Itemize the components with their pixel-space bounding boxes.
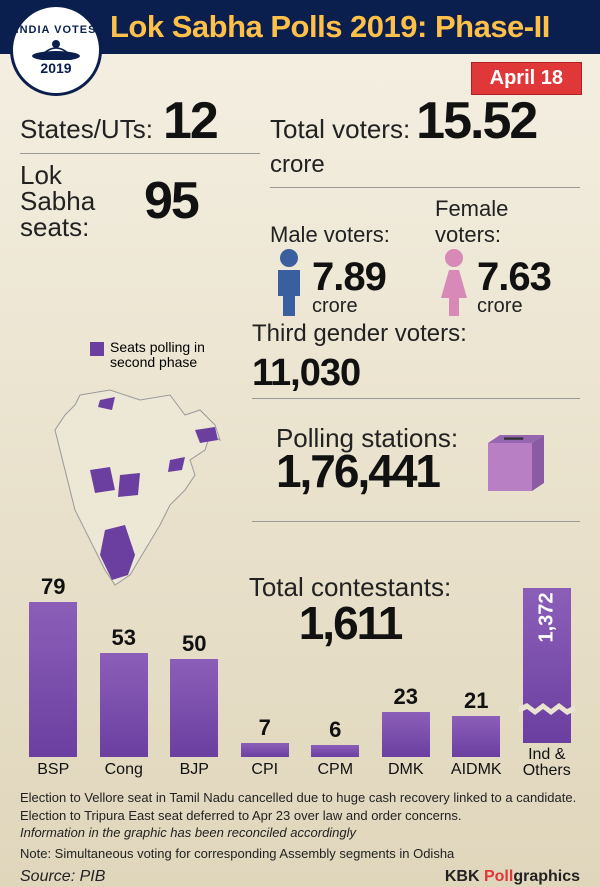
source-row: Source: PIB KBK Pollgraphics <box>0 862 600 886</box>
female-icon <box>435 248 473 318</box>
divider <box>20 153 260 154</box>
bar-label: Ind & Others <box>518 747 577 779</box>
ind-value: 1,372 <box>535 593 558 643</box>
states-stat: States/UTs: 12 <box>20 98 260 145</box>
states-value: 12 <box>163 98 217 145</box>
page-title: Lok Sabha Polls 2019: Phase-II <box>110 9 550 45</box>
bar-rect <box>452 716 500 757</box>
bar-label: BSP <box>37 761 69 779</box>
polling-stat: Polling stations: 1,76,441 <box>252 419 580 499</box>
male-value: 7.89 <box>312 259 386 295</box>
map-legend: Seats polling in second phase <box>90 340 240 371</box>
bar-item: 53 Cong <box>95 625 154 779</box>
logo-text-top: INDIA VOTES <box>16 24 97 36</box>
note-1: Election to Vellore seat in Tamil Nadu c… <box>20 789 580 807</box>
total-voters-unit: crore <box>270 151 325 179</box>
top-stats-grid: States/UTs: 12 Lok Sabha seats: 95 Total… <box>20 68 580 318</box>
bar-rect <box>170 659 218 757</box>
legend-text: Seats polling in second phase <box>110 340 210 371</box>
bar-value: 21 <box>464 688 488 714</box>
seats-value: 95 <box>144 178 198 225</box>
bar-value: 23 <box>394 684 418 710</box>
india-votes-logo: INDIA VOTES 2019 <box>10 4 102 96</box>
source-text: Source: PIB <box>20 868 105 886</box>
bar-value: 7 <box>259 715 271 741</box>
logo-year: 2019 <box>40 60 71 76</box>
note-3: Information in the graphic has been reco… <box>20 824 580 842</box>
bar-rect <box>311 745 359 757</box>
divider <box>252 398 580 399</box>
bar-label: DMK <box>388 761 424 779</box>
polling-value: 1,76,441 <box>276 451 458 492</box>
legend-swatch <box>90 342 104 356</box>
total-voters-label: Total voters: <box>270 114 410 145</box>
note-2: Election to Tripura East seat deferred t… <box>20 807 580 825</box>
bar-rect <box>29 602 77 757</box>
brand-graphics: graphics <box>513 868 580 885</box>
bar-item: 6 CPM <box>306 717 365 779</box>
bar-rect-ind: 1,372 <box>523 588 571 743</box>
bar-item: 21 AIDMK <box>447 688 506 779</box>
bar-value: 50 <box>182 631 206 657</box>
chart-section: Total contestants: 1,611 79 BSP 53 Cong … <box>20 572 580 779</box>
note-4: Note: Simultaneous voting for correspond… <box>20 845 580 863</box>
total-voters-stat: Total voters: 15.52 crore <box>270 98 580 179</box>
date-badge: April 18 <box>471 62 582 95</box>
bar-label: CPI <box>251 761 278 779</box>
states-label: States/UTs: <box>20 114 153 145</box>
brand-kbk: KBK <box>445 868 484 885</box>
female-value: 7.63 <box>477 259 551 295</box>
bar-value: 53 <box>112 625 136 651</box>
footer-notes: Election to Vellore seat in Tamil Nadu c… <box>0 789 600 862</box>
main-content: States/UTs: 12 Lok Sabha seats: 95 Total… <box>0 54 600 779</box>
female-label: Female voters: <box>435 196 580 248</box>
brand-text: KBK Pollgraphics <box>445 868 580 886</box>
bar-label: CPM <box>317 761 353 779</box>
map-section: Seats polling in second phase Third gend… <box>20 320 580 600</box>
male-icon <box>270 248 308 318</box>
brand-poll: Poll <box>484 868 513 885</box>
bar-value: 6 <box>329 717 341 743</box>
bar-label: Cong <box>105 761 143 779</box>
seats-label: Lok Sabha seats: <box>20 162 130 240</box>
bar-item: 23 DMK <box>377 684 436 779</box>
bar-item: 50 BJP <box>165 631 224 779</box>
bar-item-ind: 1,372 Ind & Others <box>518 588 577 779</box>
bar-item: 79 BSP <box>24 574 83 779</box>
ballot-box-icon <box>476 419 556 499</box>
divider <box>252 521 580 522</box>
axis-break-icon <box>519 701 575 721</box>
third-gender-stat: Third gender voters: 11,030 <box>252 320 580 390</box>
total-voters-value: 15.52 <box>416 98 536 145</box>
gender-voters-row: Male voters: 7.89 crore Female voters: <box>270 196 580 318</box>
bar-value: 79 <box>41 574 65 600</box>
india-map <box>20 375 240 595</box>
seats-stat: Lok Sabha seats: 95 <box>20 162 260 240</box>
bar-rect <box>382 712 430 757</box>
bar-rect <box>241 743 289 757</box>
male-label: Male voters: <box>270 222 415 248</box>
third-gender-label: Third gender voters: <box>252 320 467 348</box>
parliament-icon <box>31 36 81 60</box>
bar-rect <box>100 653 148 757</box>
third-gender-value: 11,030 <box>252 356 360 390</box>
divider <box>270 187 580 188</box>
bar-label: AIDMK <box>451 761 502 779</box>
bar-item: 7 CPI <box>236 715 295 779</box>
bar-label: BJP <box>180 761 209 779</box>
